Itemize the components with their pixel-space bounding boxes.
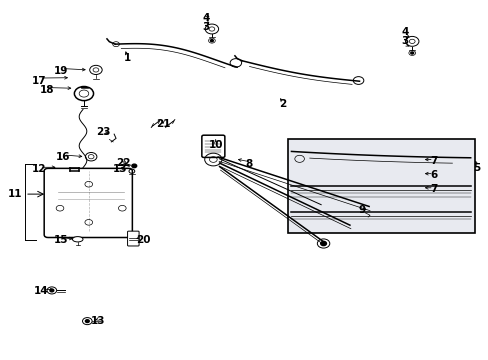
Text: 22: 22 [116, 158, 131, 168]
Text: 8: 8 [245, 159, 252, 169]
Circle shape [50, 289, 54, 292]
FancyBboxPatch shape [202, 135, 224, 157]
Text: 5: 5 [472, 163, 480, 173]
Text: 7: 7 [429, 184, 437, 194]
Circle shape [346, 224, 352, 229]
Text: 18: 18 [39, 85, 54, 95]
Circle shape [320, 242, 326, 246]
Text: 7: 7 [429, 156, 437, 166]
Text: 13: 13 [112, 165, 127, 174]
Text: 3: 3 [202, 22, 209, 32]
Text: 3: 3 [401, 36, 408, 46]
Text: 1: 1 [123, 53, 130, 63]
Ellipse shape [72, 237, 83, 242]
Text: 16: 16 [56, 152, 70, 162]
FancyBboxPatch shape [127, 231, 139, 246]
Circle shape [210, 40, 213, 42]
Text: 13: 13 [91, 316, 105, 326]
Text: 20: 20 [135, 235, 150, 245]
Circle shape [366, 206, 371, 210]
Text: 6: 6 [429, 170, 437, 180]
Text: 15: 15 [54, 235, 68, 245]
Text: 14: 14 [34, 286, 48, 296]
Text: 21: 21 [156, 119, 170, 129]
Text: 12: 12 [32, 165, 46, 174]
Circle shape [132, 164, 136, 168]
Circle shape [85, 320, 89, 323]
Circle shape [410, 52, 413, 54]
Text: 4: 4 [202, 13, 209, 23]
Text: 2: 2 [279, 99, 286, 109]
Text: 10: 10 [208, 140, 223, 150]
Bar [287, 139, 473, 233]
Text: 19: 19 [54, 66, 68, 76]
Text: 4: 4 [401, 27, 408, 37]
Text: 23: 23 [96, 127, 110, 138]
Text: 17: 17 [32, 76, 47, 86]
FancyBboxPatch shape [44, 168, 132, 238]
Text: 9: 9 [358, 205, 365, 215]
Text: 11: 11 [8, 189, 22, 199]
